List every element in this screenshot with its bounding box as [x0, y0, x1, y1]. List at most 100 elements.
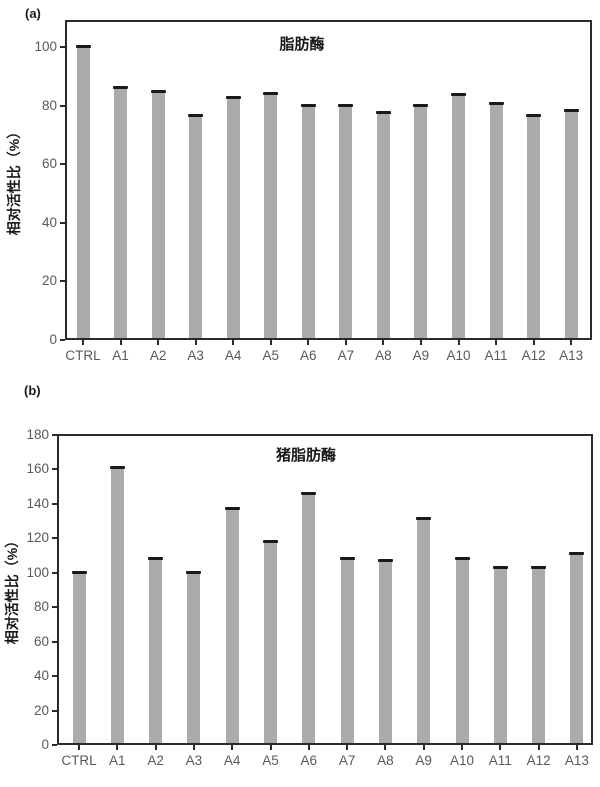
y-tick-mark: [52, 709, 57, 712]
bar: [187, 572, 201, 745]
bar: [264, 93, 278, 340]
y-tick-mark: [60, 280, 65, 283]
error-bar-cap: [413, 103, 429, 107]
bar: [489, 104, 503, 340]
y-tick-mark: [52, 537, 57, 540]
x-tick-mark: [457, 340, 460, 345]
error-bar-cap: [488, 102, 504, 106]
error-bar-cap: [416, 517, 432, 521]
x-tick-label: A6: [300, 753, 318, 768]
x-tick-mark: [192, 745, 195, 750]
bar: [417, 519, 431, 745]
chart-title-b: 猪脂肪酶: [275, 447, 337, 464]
bar: [72, 572, 86, 745]
plot-area-a: 脂肪酶 0 20 40 60 80 100 CTRL A1 A2 A3 A4 A5 A6 A7 A8 A9 A1…: [34, 20, 592, 363]
bar: [532, 567, 546, 745]
chart-title-a: 脂肪酶: [279, 36, 325, 53]
x-tick-mark: [119, 340, 122, 345]
y-tick-mark: [52, 502, 57, 505]
error-bar-cap: [569, 551, 585, 555]
bar: [225, 509, 239, 745]
error-bar-cap: [300, 103, 316, 107]
bar: [226, 98, 240, 340]
x-tick-label: A11: [484, 348, 508, 363]
x-tick-label: CTRL: [61, 753, 97, 768]
error-bar-cap: [150, 90, 166, 94]
x-tick-label: CTRL: [65, 348, 101, 363]
y-tick-label: 20: [41, 273, 57, 289]
x-tick-mark: [419, 340, 422, 345]
error-bar-cap: [148, 557, 164, 560]
x-tick-mark: [346, 745, 349, 750]
y-tick-label: 0: [41, 737, 49, 752]
x-tick-label: A5: [262, 348, 279, 363]
x-tick-label: A2: [149, 348, 167, 363]
bar: [414, 105, 428, 340]
bar: [114, 88, 128, 340]
y-tick-mark: [52, 640, 57, 643]
x-tick-mark: [157, 340, 160, 345]
bar: [378, 560, 392, 745]
x-tick-label: A13: [564, 753, 589, 768]
bar: [452, 95, 465, 340]
panel-label-a: (a): [25, 6, 41, 21]
y-tick-label: 60: [33, 633, 49, 649]
x-tick-label: A10: [449, 753, 475, 768]
x-tick-mark: [116, 745, 119, 750]
y-tick-label: 0: [49, 332, 57, 347]
bar: [339, 105, 353, 340]
y-tick-mark: [52, 606, 57, 609]
x-tick-label: A3: [187, 348, 204, 363]
y-tick-label: 40: [33, 668, 49, 684]
y-tick-label: 180: [26, 427, 49, 443]
error-bar-cap: [563, 109, 579, 113]
x-tick-mark: [307, 745, 310, 750]
x-tick-label: A1: [112, 348, 129, 363]
error-bar-cap: [339, 557, 355, 560]
x-tick-mark: [384, 745, 387, 750]
bar: [301, 105, 315, 340]
y-tick-mark: [60, 163, 65, 166]
y-tick-label: 100: [34, 39, 57, 54]
error-bar-cap: [188, 113, 204, 117]
bar: [151, 92, 165, 340]
x-tick-mark: [269, 745, 272, 750]
x-tick-label: A6: [300, 348, 317, 363]
panel-label-b: (b): [24, 383, 41, 398]
error-bar-cap: [377, 558, 393, 562]
bar: [570, 553, 584, 745]
x-tick-mark: [499, 745, 502, 750]
y-axis-title-b: 相对活性比（%）: [4, 533, 20, 645]
error-bar-cap: [531, 565, 547, 569]
x-tick-label: A8: [375, 348, 392, 363]
x-tick-label: A1: [109, 753, 126, 768]
x-tick-label: A13: [559, 348, 584, 363]
x-tick-label: A7: [338, 753, 356, 768]
error-bar-cap: [71, 570, 87, 574]
plot-frame-b: [57, 434, 593, 745]
x-tick-mark: [194, 340, 197, 345]
x-tick-mark: [537, 745, 540, 750]
y-tick-label: 80: [41, 97, 57, 113]
x-tick-label: A9: [415, 753, 432, 768]
bar: [340, 559, 354, 745]
x-tick-label: A2: [147, 753, 164, 768]
bar: [110, 467, 124, 745]
bar: [149, 559, 163, 745]
bar: [493, 567, 507, 745]
bar: [76, 47, 90, 340]
bar: [564, 111, 578, 340]
x-tick-label: A12: [521, 348, 546, 363]
error-bar-cap: [109, 465, 125, 469]
bar: [527, 115, 541, 340]
error-bar-cap: [263, 539, 278, 543]
y-tick-label: 100: [26, 564, 49, 580]
x-tick-mark: [231, 745, 234, 750]
x-tick-mark: [575, 745, 578, 750]
bar: [455, 559, 469, 745]
x-tick-mark: [422, 745, 425, 750]
y-tick-label: 120: [26, 530, 49, 546]
x-tick-mark: [382, 340, 385, 345]
x-tick-mark: [232, 340, 235, 345]
